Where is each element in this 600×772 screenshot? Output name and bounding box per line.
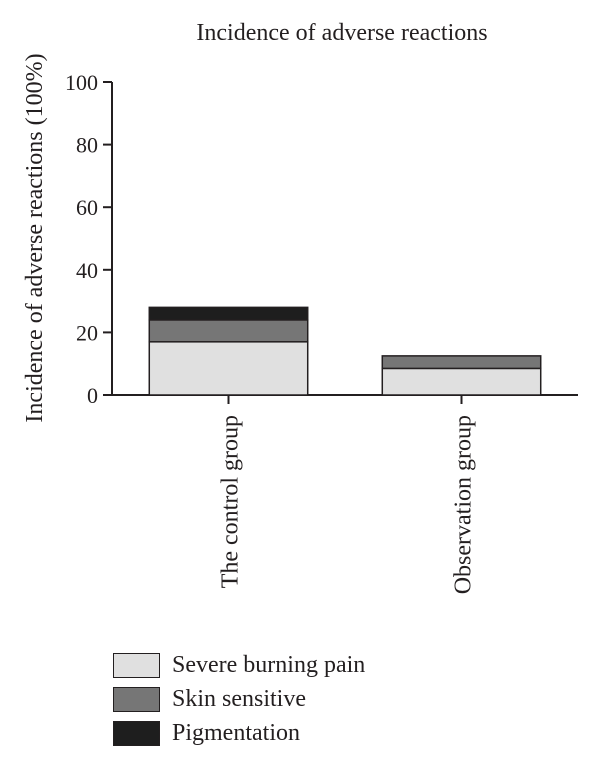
legend-label-0: Severe burning pain xyxy=(172,651,366,678)
y-tick-label-4: 80 xyxy=(76,133,98,158)
category-label-1: Observation group xyxy=(451,415,477,594)
legend-swatch-1 xyxy=(113,686,160,712)
y-tick-label-5: 100 xyxy=(65,70,98,95)
bar-1-0 xyxy=(381,367,542,396)
y-tick-label-2: 40 xyxy=(76,258,98,283)
legend-item-2: Pigmentation xyxy=(113,716,365,750)
category-labels: The control group Observation group xyxy=(218,415,477,594)
legend-swatch-2 xyxy=(113,720,160,746)
y-tick-label-0: 0 xyxy=(87,383,98,408)
legend-label-2: Pigmentation xyxy=(172,719,300,746)
bar-1-1 xyxy=(381,355,542,370)
y-tick-label-3: 60 xyxy=(76,195,98,220)
x-axis xyxy=(112,394,578,404)
category-label-0: The control group xyxy=(218,415,244,588)
bars xyxy=(148,306,542,396)
legend-label-1: Skin sensitive xyxy=(172,685,307,712)
chart-title: Incidence of adverse reactions xyxy=(196,20,487,46)
bar-0-2 xyxy=(148,306,309,321)
y-axis-title: Incidence of adverse reactions (100%) xyxy=(22,53,48,422)
legend-item-0: Severe burning pain xyxy=(113,648,365,682)
chart: Incidence of adverse reactions Incidence… xyxy=(22,20,578,594)
legend-item-1: Skin sensitive xyxy=(113,682,365,716)
legend-swatch-0 xyxy=(113,652,160,678)
bar-0-1 xyxy=(148,319,309,343)
bar-0-0 xyxy=(148,341,309,396)
legend: Severe burning pain Skin sensitive Pigment… xyxy=(113,648,365,750)
y-tick-label-1: 20 xyxy=(76,320,98,345)
y-axis: 0 20 40 60 80 100 xyxy=(65,70,113,408)
